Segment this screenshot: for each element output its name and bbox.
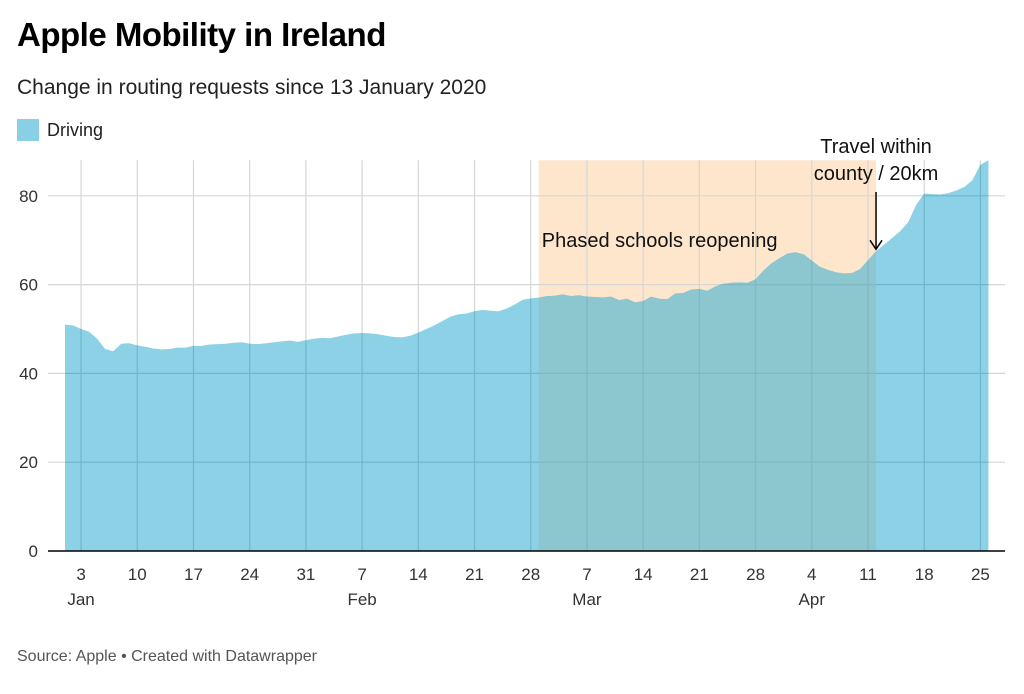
x-tick-label: 17	[184, 565, 203, 584]
x-tick-label: 25	[971, 565, 990, 584]
annotation-arrow-head	[869, 239, 883, 251]
chart-subtitle: Change in routing requests since 13 Janu…	[17, 76, 487, 99]
x-tick-label: 11	[859, 565, 877, 584]
x-tick-label: 14	[409, 565, 428, 584]
x-tick-label: 21	[690, 565, 709, 584]
y-tick-label: 60	[19, 276, 38, 295]
x-tick-label: 7	[357, 565, 366, 584]
y-tick-label: 40	[19, 364, 38, 383]
x-tick-label: 24	[240, 565, 259, 584]
x-tick-label: 28	[521, 565, 540, 584]
x-tick-label: 28	[746, 565, 765, 584]
annotation-travel-line1: Travel within	[820, 136, 932, 158]
x-tick-label: 21	[465, 565, 484, 584]
annotation-travel-line2: county / 20km	[814, 163, 939, 185]
x-tick-label: 18	[915, 565, 934, 584]
x-month-label: Feb	[347, 590, 376, 609]
x-tick-label: 7	[582, 565, 591, 584]
x-tick-label: 4	[807, 565, 816, 584]
y-tick-label: 80	[19, 187, 38, 206]
x-tick-label: 3	[76, 565, 85, 584]
chart-title: Apple Mobility in Ireland	[17, 16, 386, 53]
legend-swatch-driving	[17, 119, 39, 141]
source-note: Source: Apple • Created with Datawrapper	[17, 648, 317, 665]
x-tick-label: 10	[128, 565, 147, 584]
x-month-label: Mar	[572, 590, 602, 609]
x-month-label: Apr	[799, 590, 826, 609]
legend-label-driving: Driving	[47, 119, 104, 140]
y-tick-label: 0	[29, 542, 38, 561]
x-month-label: Jan	[67, 590, 94, 609]
x-tick-label: 31	[296, 565, 315, 584]
annotation-schools-reopening: Phased schools reopening	[542, 230, 778, 252]
legend: Driving	[17, 119, 103, 141]
y-tick-label: 20	[19, 453, 38, 472]
x-tick-label: 14	[634, 565, 653, 584]
